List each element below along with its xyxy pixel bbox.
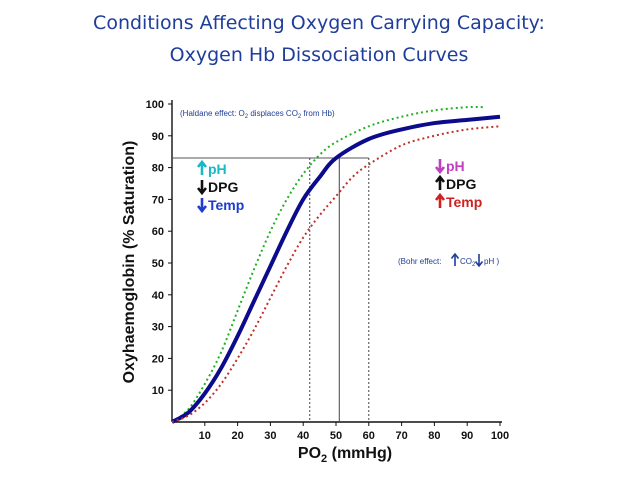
y-tick-label: 30 bbox=[152, 322, 164, 334]
x-tick-label: 40 bbox=[297, 430, 309, 442]
x-axis-label-unit: (mmHg) bbox=[327, 445, 392, 462]
series-line-1 bbox=[170, 114, 501, 424]
legend-label: Temp bbox=[208, 197, 244, 213]
legend-label: pH bbox=[446, 158, 465, 174]
x-tick-label: 30 bbox=[264, 430, 276, 442]
slide-title-line-2: Oxygen Hb Dissociation Curves bbox=[169, 44, 469, 66]
x-tick-label: 60 bbox=[363, 430, 375, 442]
y-axis-label: Oxyhaemoglobin (% Saturation) bbox=[121, 141, 138, 384]
slide-title-line-1: Conditions Affecting Oxygen Carrying Cap… bbox=[93, 12, 545, 34]
arrow-up-icon bbox=[450, 252, 460, 266]
series-line-2 bbox=[171, 125, 501, 423]
y-tick-label: 80 bbox=[152, 163, 164, 175]
arrow-down-icon bbox=[196, 198, 208, 214]
arrow-down-icon bbox=[196, 180, 208, 196]
x-axis-label-main: PO bbox=[298, 445, 321, 462]
y-tick-label: 20 bbox=[152, 353, 164, 365]
x-tick-label: 90 bbox=[461, 430, 473, 442]
arrow-down-icon bbox=[434, 159, 446, 175]
arrow-up-icon bbox=[434, 192, 446, 208]
x-tick-label: 80 bbox=[428, 430, 440, 442]
x-tick-label: 70 bbox=[395, 430, 407, 442]
x-tick-label: 50 bbox=[330, 430, 342, 442]
y-tick-label: 10 bbox=[152, 385, 164, 397]
left-shift-legend: pH DPG Temp bbox=[196, 159, 244, 214]
x-tick-label: 10 bbox=[199, 430, 211, 442]
x-axis-label: PO2 (mmHg) bbox=[298, 445, 392, 465]
y-tick-label: 70 bbox=[152, 194, 164, 206]
x-tick-label: 20 bbox=[231, 430, 243, 442]
arrow-up-icon bbox=[434, 174, 446, 190]
series-line-0 bbox=[171, 105, 484, 423]
svg-text:pH ): pH ) bbox=[484, 257, 499, 266]
haldane-annotation: (Haldane effect: O2 displaces CO2 from H… bbox=[180, 109, 335, 120]
svg-text:(Bohr effect:: (Bohr effect: bbox=[398, 257, 441, 266]
y-tick-label: 100 bbox=[146, 99, 164, 111]
y-tick-label: 40 bbox=[152, 290, 164, 302]
right-shift-legend: pH DPG Temp bbox=[434, 158, 482, 210]
legend-label: DPG bbox=[208, 179, 238, 195]
bohr-co2: CO2 bbox=[460, 257, 476, 268]
legend-label: pH bbox=[208, 161, 227, 177]
arrow-up-icon bbox=[196, 159, 208, 175]
legend-label: DPG bbox=[446, 176, 476, 192]
x-axis-label-sub: 2 bbox=[321, 453, 327, 465]
y-tick-label: 90 bbox=[152, 131, 164, 143]
y-tick-label: 60 bbox=[152, 226, 164, 238]
reference-lines bbox=[172, 157, 370, 422]
arrow-down-icon bbox=[474, 254, 484, 268]
bohr-annotation: (Bohr effect: CO2 pH ) bbox=[398, 252, 499, 268]
legend-label: Temp bbox=[446, 194, 482, 210]
chart-series bbox=[170, 105, 501, 424]
chart-axes bbox=[171, 100, 502, 423]
y-tick-label: 50 bbox=[152, 258, 164, 270]
tick-labels: 10 20 30 40 50 60 70 80 90 100 10 20 30 40 50 60 70 80 90 1… bbox=[146, 99, 510, 442]
x-tick-label: 100 bbox=[491, 430, 509, 442]
